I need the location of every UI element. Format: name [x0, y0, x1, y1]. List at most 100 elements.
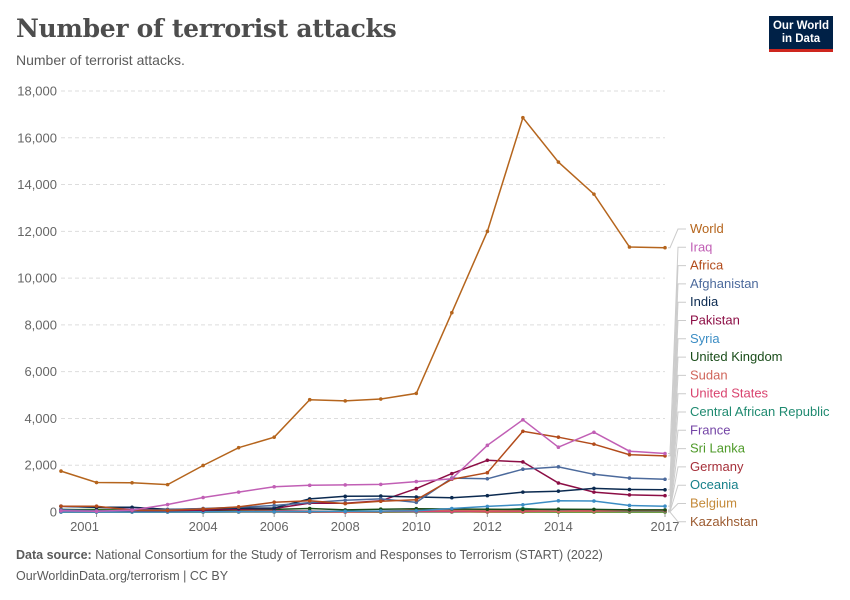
legend-label: Afghanistan: [690, 276, 759, 291]
source-text: National Consortium for the Study of Ter…: [95, 548, 603, 562]
x-tick-label: 2008: [331, 519, 360, 534]
data-point: [414, 479, 419, 484]
legend-label: Germany: [690, 459, 744, 474]
legend-connector: [668, 283, 686, 480]
data-point: [592, 192, 596, 196]
data-point: [521, 507, 525, 512]
grid-lines: [61, 90, 665, 513]
y-tick-label: 16,000: [17, 130, 57, 145]
data-point: [201, 507, 205, 511]
data-point: [450, 476, 454, 481]
data-point: [485, 229, 490, 234]
data-point: [663, 245, 667, 250]
series-line-africa: [61, 430, 666, 512]
legend-label: Central African Republic: [690, 404, 830, 419]
data-point: [556, 507, 561, 511]
data-point: [272, 506, 276, 510]
legend-connector: [668, 338, 686, 507]
y-tick-label: 6,000: [24, 364, 57, 379]
data-point: [378, 397, 383, 401]
data-point: [94, 509, 99, 514]
data-point: [592, 486, 596, 491]
legend-label: United Kingdom: [690, 349, 783, 364]
data-point: [414, 495, 419, 499]
data-point: [485, 458, 490, 463]
data-point: [556, 481, 561, 485]
data-point: [59, 509, 63, 513]
data-point: [521, 418, 525, 422]
legend-label: Syria: [690, 331, 720, 346]
data-point: [521, 429, 525, 434]
data-point: [521, 467, 525, 471]
data-point: [272, 500, 276, 504]
data-point: [165, 508, 170, 513]
legend: World Iraq Africa Afghanistan India Pakistan S…: [668, 221, 830, 529]
data-point: [663, 487, 667, 492]
y-tick-label: 0: [50, 505, 57, 520]
x-tick-label: 2014: [544, 519, 573, 534]
data-point: [307, 483, 312, 488]
logo-line-1: Our World: [772, 20, 829, 32]
data-point: [414, 391, 419, 396]
legend-label: Africa: [690, 258, 724, 273]
legend-label: Kazakhstan: [690, 514, 758, 529]
data-point: [343, 399, 348, 403]
x-tick-label: 2012: [473, 519, 502, 534]
data-point: [378, 482, 383, 487]
data-point: [627, 476, 632, 480]
data-point: [272, 435, 276, 439]
data-point: [627, 487, 632, 492]
data-point: [343, 509, 348, 514]
data-point: [556, 160, 561, 164]
owid-logo[interactable]: Our World in Data: [769, 16, 833, 52]
data-point: [378, 494, 383, 498]
data-point: [414, 498, 419, 502]
data-point: [272, 503, 276, 508]
chart-title: Number of terrorist attacks: [16, 14, 397, 43]
data-point: [627, 449, 632, 453]
x-axis: 2001 2004 2006 2008 2010 2012 2014 2017: [70, 512, 679, 534]
legend-connector: [668, 466, 686, 511]
data-point: [130, 505, 134, 510]
legend-connector: [668, 265, 686, 457]
legend-label: Iraq: [690, 239, 712, 254]
data-point: [556, 498, 561, 503]
source-label: Data source:: [16, 548, 92, 562]
y-tick-label: 4,000: [24, 411, 57, 426]
source-link[interactable]: OurWorldinData.org/terrorism | CC BY: [16, 569, 229, 583]
data-point: [94, 480, 99, 485]
legend-label: Pakistan: [690, 313, 740, 328]
x-tick-label: 2001: [70, 519, 99, 534]
data-point: [627, 493, 632, 497]
data-point: [414, 500, 419, 505]
series-line-syria: [61, 500, 666, 513]
data-point: [627, 245, 632, 249]
x-tick-label: 2010: [402, 519, 431, 534]
data-point: [663, 451, 667, 456]
series-line-iraq: [60, 418, 666, 513]
legend-connector: [668, 320, 686, 497]
y-axis: 0 2,000 4,000 6,000 8,000 10,000 12,000 14,000 1…: [17, 84, 57, 520]
y-tick-label: 14,000: [17, 177, 57, 192]
data-point: [592, 499, 596, 503]
data-point: [627, 508, 632, 512]
legend-label: Oceania: [690, 477, 739, 492]
legend-connector: [668, 301, 686, 491]
data-point: [521, 490, 525, 494]
data-point: [627, 503, 632, 508]
data-point: [485, 443, 490, 448]
x-tick-label: 2006: [260, 519, 289, 534]
data-point: [450, 471, 454, 476]
data-point: [592, 472, 596, 477]
y-tick-label: 2,000: [24, 458, 57, 473]
data-point: [485, 476, 490, 481]
data-point: [521, 460, 525, 464]
legend-label: India: [690, 294, 719, 309]
series-lines: [59, 115, 667, 514]
data-point: [59, 469, 63, 473]
y-tick-label: 12,000: [17, 224, 57, 239]
data-point: [592, 490, 596, 494]
data-point: [663, 508, 667, 512]
x-tick-label: 2017: [651, 519, 680, 534]
